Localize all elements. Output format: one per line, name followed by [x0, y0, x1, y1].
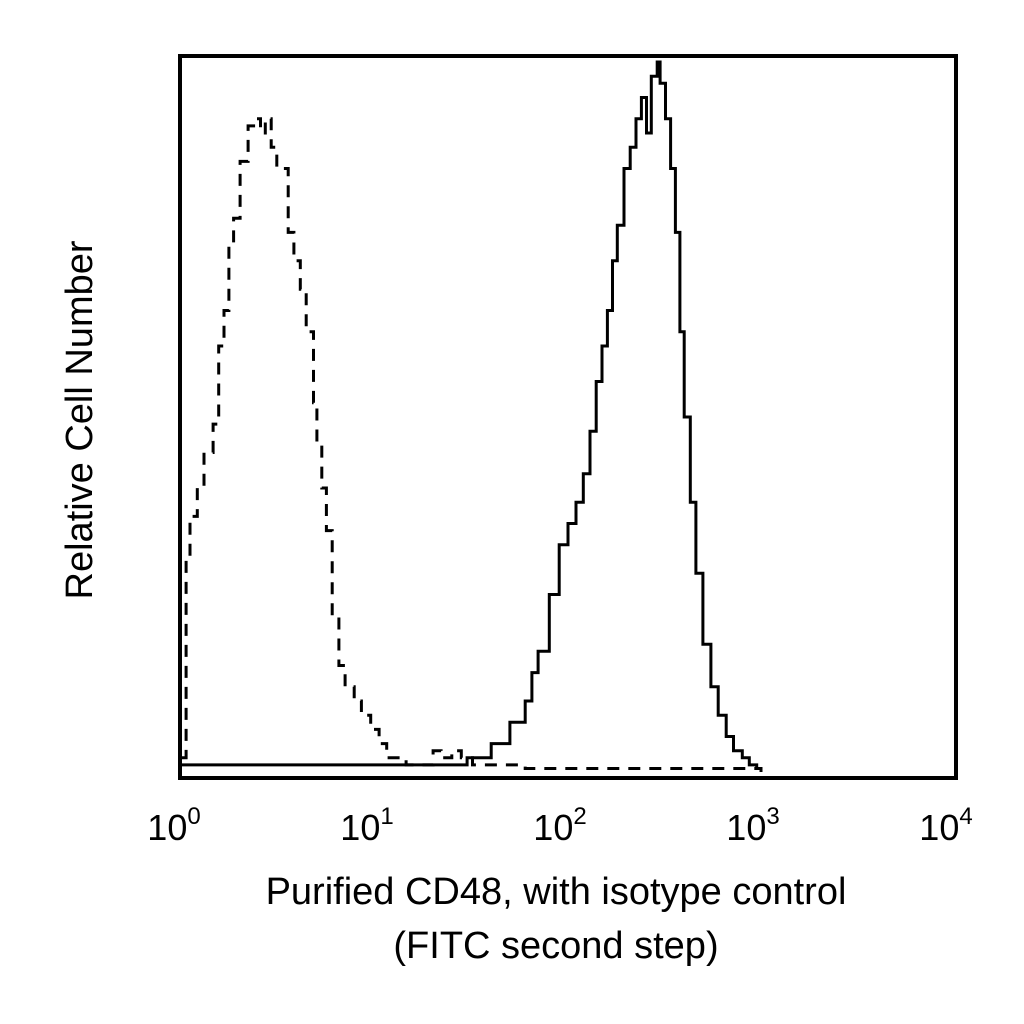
x-axis-title-line-2: (FITC second step) [393, 925, 718, 967]
x-tick-exponent-2: 2 [573, 803, 586, 830]
plot-frame [178, 54, 958, 780]
x-tick-labels: 100 101 102 103 104 [147, 803, 972, 848]
x-tick-exponent-4: 4 [959, 803, 972, 830]
x-tick-label-2: 102 [533, 803, 586, 848]
x-tick-label-1: 101 [340, 803, 393, 848]
y-axis-title: Relative Cell Number [59, 240, 101, 599]
series-layer [182, 60, 763, 772]
histogram-series-dashed [182, 117, 763, 772]
x-tick-base-4: 10 [919, 807, 959, 848]
x-tick-base-2: 10 [533, 807, 573, 848]
x-tick-base-0: 10 [147, 807, 187, 848]
x-tick-exponent-3: 3 [766, 803, 779, 830]
x-tick-exponent-1: 1 [380, 803, 393, 830]
x-tick-label-3: 103 [726, 803, 779, 848]
histogram-series-solid [182, 60, 763, 772]
x-tick-exponent-0: 0 [187, 803, 200, 830]
x-axis-title-line-1: Purified CD48, with isotype control [266, 871, 847, 913]
x-tick-label-4: 104 [919, 803, 972, 848]
x-tick-base-3: 10 [726, 807, 766, 848]
x-tick-label-0: 100 [147, 803, 200, 848]
x-tick-base-1: 10 [340, 807, 380, 848]
